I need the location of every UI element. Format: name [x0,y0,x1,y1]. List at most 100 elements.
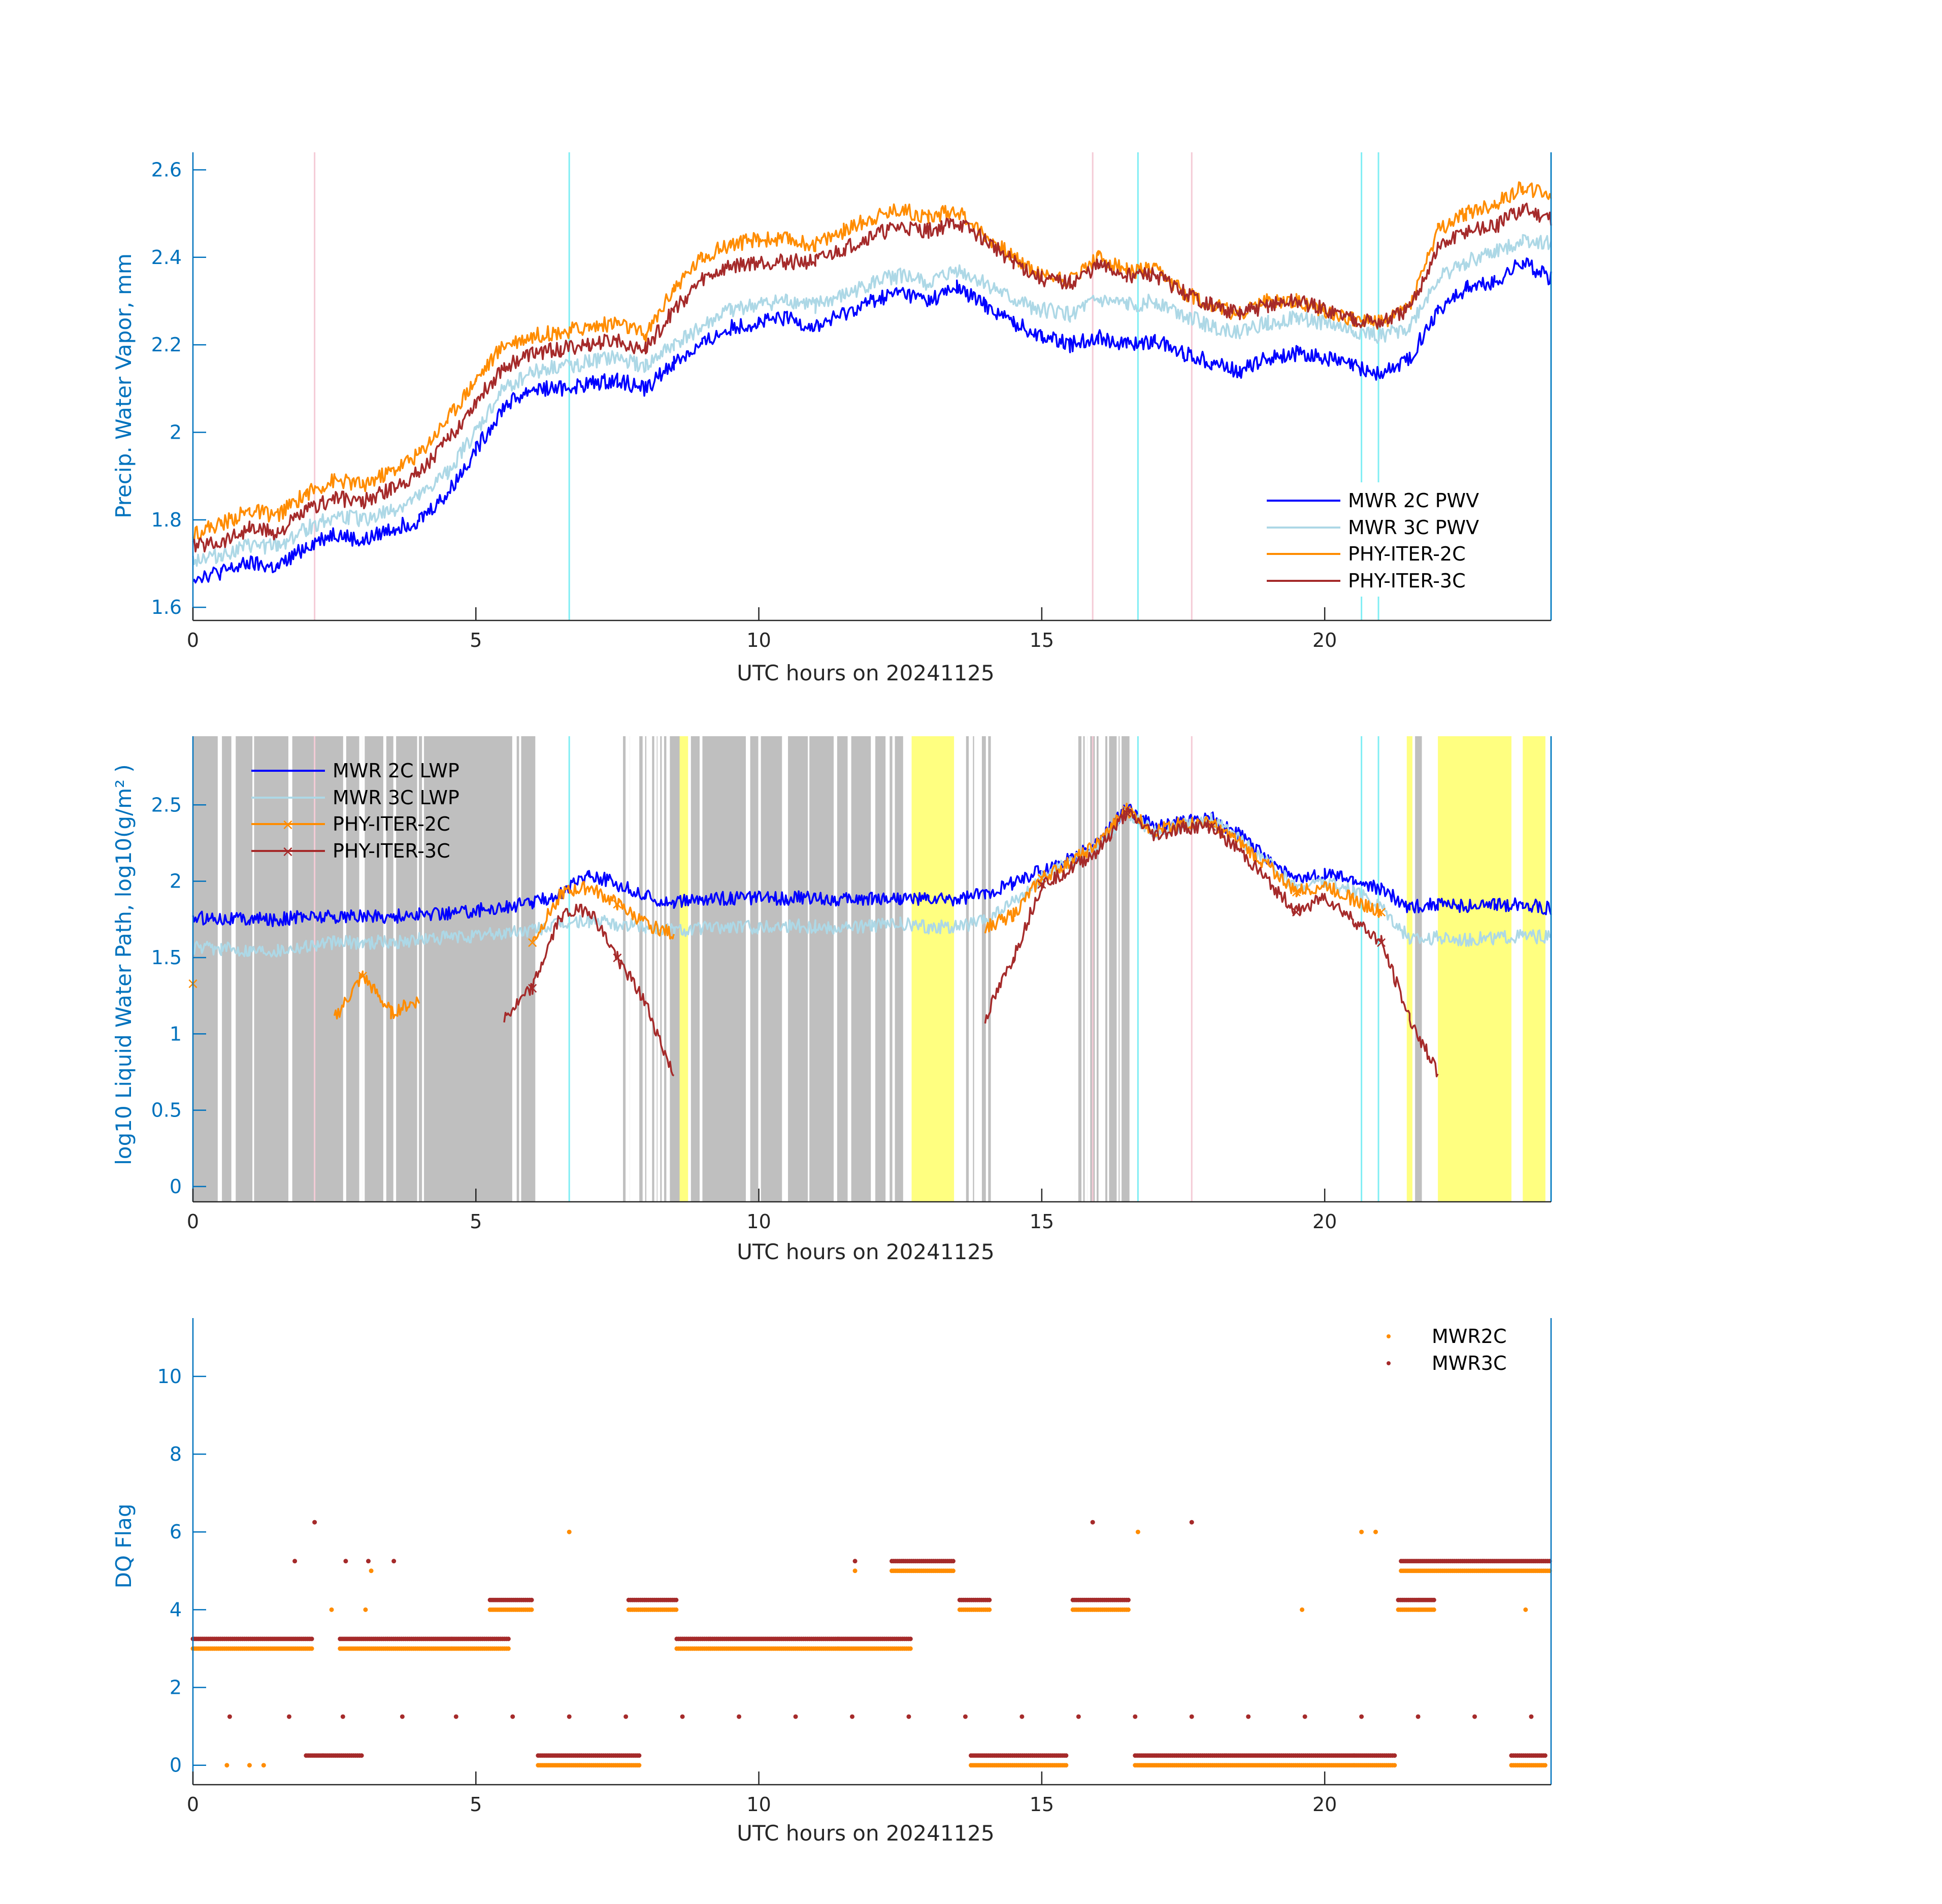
dq-point [950,1568,956,1573]
dq-point [1064,1763,1069,1768]
dq-point [453,1714,458,1719]
dq-point [680,1714,685,1719]
legend-phy-iter-2c: PHY-ITER-2C [1348,543,1466,565]
dq-point [908,1636,913,1642]
dq-point [908,1646,913,1651]
dq-point [674,1597,679,1602]
dq-point [329,1607,334,1612]
y-tick-label: 0.5 [151,1099,182,1122]
x-tick-label: 5 [470,629,482,651]
legend-mwr2c: MWR2C [1432,1325,1506,1348]
dq-point [309,1636,314,1642]
y-tick-label: 6 [170,1521,182,1543]
dq-point [1359,1714,1364,1719]
x-tick-label: 20 [1312,1793,1337,1816]
y-tick-label: 8 [170,1443,182,1465]
y-tick-label: 2 [170,1677,182,1699]
yellow-span-0 [911,736,954,1202]
y-tick-label: 4 [170,1598,182,1621]
dq-point [1392,1753,1397,1758]
dq-panel: 0 5 10 15 20 0 2 4 6 8 10 UTC hours on 20241125 DQ… [111,1318,1552,1846]
series-mwr2c [190,1529,1552,1768]
series-phy-iter-3c [503,807,1439,1077]
lwp-legend: MWR 2C LWP MWR 3C LWP × PHY-ITER-2C × PH… [251,760,459,862]
dq-point [1359,1529,1364,1534]
dq-point [1126,1597,1131,1602]
dq-point [309,1646,314,1651]
legend-phy-iter-3c-lwp: PHY-ITER-3C [333,840,450,862]
x-marker: × [1290,883,1303,901]
x-tick-label: 5 [470,1793,482,1816]
dq-point [852,1568,858,1573]
dq-point [1529,1714,1534,1719]
x-marker: × [1120,804,1133,822]
x-marker: × [526,934,539,951]
x-tick-label: 5 [470,1210,482,1233]
x-tick-label: 20 [1312,1210,1337,1233]
dq-point [400,1714,405,1719]
pwv-legend: MWR 2C PWV MWR 3C PWV PHY-ITER-2C PHY-IT… [1262,482,1536,597]
y-tick-label: 2.5 [151,794,182,816]
x-marker: × [1290,903,1303,921]
x-marker: × [356,967,369,985]
y-tick-label: 2 [170,421,182,443]
x-tick-label: 15 [1030,1793,1054,1816]
legend-mwr-3c-lwp: MWR 3C LWP [333,786,459,809]
x-marker: × [611,949,623,967]
x-marker: × [1035,876,1048,894]
dq-point [987,1607,992,1612]
y-tick-label: 2.4 [151,246,182,269]
dq-point [987,1597,992,1602]
dq-point [340,1714,345,1719]
yellow-span-4 [1523,736,1545,1202]
series-mwr3c [190,1520,1552,1758]
y-tick-label: 1 [170,1023,182,1045]
y-tick-label: 2.2 [151,334,182,356]
dq-point [906,1714,911,1719]
dq-point [1300,1607,1305,1612]
x-tick-label: 10 [746,1210,771,1233]
x-tick-label: 15 [1030,1210,1054,1233]
dq-point [1431,1597,1436,1602]
gray-span-2 [690,736,903,1202]
dq-point [950,1559,956,1564]
x-marker: × [526,979,539,997]
dq-point [510,1714,515,1719]
pwv-panel: 0 5 10 15 20 1.6 1.8 2 2.2 2.4 2.6 UTC hours on 20… [111,152,1552,685]
dq-point [1246,1714,1251,1719]
dq-point [567,1714,572,1719]
dq-point [366,1559,371,1564]
legend-phy-iter-3c: PHY-ITER-3C [1348,570,1466,592]
x-tick-label: 20 [1312,629,1337,651]
dq-point [506,1646,511,1651]
dq-point [1392,1763,1397,1768]
pwv-x-axis-label: UTC hours on 20241125 [737,661,995,685]
legend-mwr-2c-pwv: MWR 2C PWV [1348,489,1479,512]
x-tick-label: 10 [746,1793,771,1816]
dq-y-axis-label: DQ Flag [111,1504,136,1589]
legend-mwr-2c-lwp: MWR 2C LWP [333,760,459,782]
y-tick-label: 2 [170,870,182,893]
dq-point [1542,1753,1548,1758]
dq-point [506,1636,511,1642]
dq-point [391,1559,397,1564]
dq-point [369,1568,374,1573]
dq-point [247,1763,252,1768]
pwv-y-axis-label: Precip. Water Vapor, mm [111,253,136,518]
legend-phy-iter-2c-lwp: PHY-ITER-2C [333,813,450,835]
yellow-span-1 [679,736,688,1202]
dq-point [674,1607,679,1612]
series-mwr-3c-lwp [192,807,1552,958]
legend-x-marker-2c: × [281,816,294,834]
dq-point [637,1763,642,1768]
dq-point [852,1559,858,1564]
series-mwr-2c-lwp [192,804,1552,928]
yellow-span-3 [1438,736,1511,1202]
dq-point [1133,1714,1138,1719]
x-tick-label: 0 [187,1793,199,1816]
y-tick-label: 1.5 [151,946,182,969]
dq-point [1076,1714,1081,1719]
x-marker: × [1375,903,1388,921]
